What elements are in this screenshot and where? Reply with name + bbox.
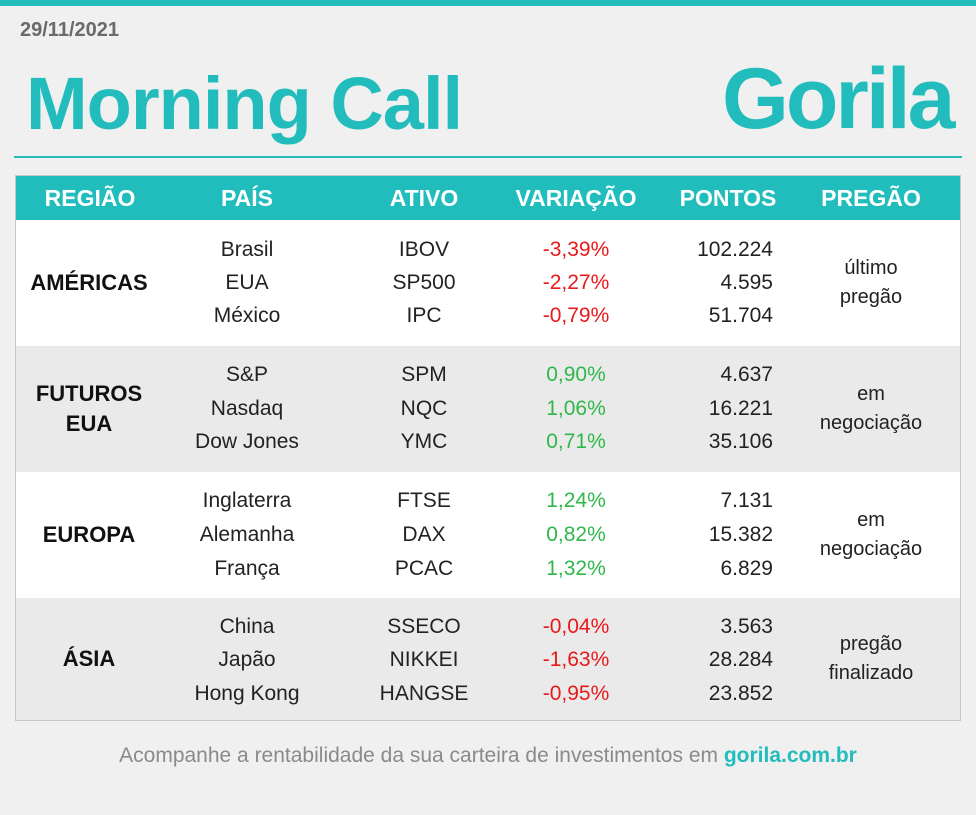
report-date: 29/11/2021 [20,19,119,41]
ativo-cell: NQC [400,397,448,420]
ativo-cell: HANGSE [379,682,469,705]
pregao-status: em negociação [819,509,923,560]
pontos-cell: 16.221 [708,397,773,420]
column-header-ativo: ATIVO [389,185,459,211]
pontos-cell: 4.595 [720,271,773,294]
variacao-cell: 1,32% [546,557,606,580]
footer-link[interactable]: gorila.com.br [723,744,857,767]
region-group-asia: ÁSIA China SSECO -0,04% 3.563 Japão NIKK… [16,598,960,720]
variacao-cell: -0,79% [542,304,610,327]
pais-cell: Hong Kong [194,682,300,705]
region-label: FUTUROS EUA [35,381,143,436]
pregao-status: último pregão [839,257,903,308]
variacao-cell: -1,63% [542,648,610,671]
ativo-cell: DAX [402,523,446,546]
region-group-europa: EUROPA Inglaterra FTSE 1,24% 7.131 Alema… [16,472,960,598]
pontos-cell: 3.563 [720,615,773,638]
pais-cell: EUA [225,271,269,294]
table-header: REGIÃO PAÍS ATIVO VARIAÇÃO PONTOS PREGÃO [16,176,960,220]
header-divider [14,156,962,158]
pontos-cell: 28.284 [708,648,773,671]
pais-cell: Brasil [220,238,274,261]
pais-cell: Alemanha [199,523,295,546]
market-table: REGIÃO PAÍS ATIVO VARIAÇÃO PONTOS PREGÃO… [15,175,961,721]
page-title: Morning Call [26,62,463,145]
ativo-cell: PCAC [394,557,454,580]
ativo-cell: NIKKEI [389,648,459,671]
region-label: ÁSIA [62,646,116,671]
pais-cell: Japão [218,648,276,671]
pontos-cell: 7.131 [720,489,773,512]
column-header-pais: PAÍS [221,185,273,211]
pais-cell: França [214,557,280,580]
pais-cell: Nasdaq [210,397,284,420]
column-header-pontos: PONTOS [679,185,777,211]
ativo-cell: SSECO [387,615,461,638]
gorila-logo: Gorila [722,51,956,147]
pregao-status: em negociação [819,383,923,434]
region-label: AMÉRICAS [30,270,148,295]
pais-cell: S&P [225,363,269,386]
footer-text: Acompanhe a rentabilidade da sua carteir… [119,744,724,767]
pontos-cell: 6.829 [720,557,773,580]
variacao-cell: 1,06% [546,397,606,420]
pontos-cell: 4.637 [720,363,773,386]
region-label: EUROPA [42,522,136,547]
variacao-cell: -0,95% [542,682,610,705]
pontos-cell: 102.224 [697,238,773,261]
column-header-pregao: PREGÃO [821,185,921,211]
variacao-cell: 0,71% [546,430,606,453]
pontos-cell: 15.382 [708,523,773,546]
pais-cell: Inglaterra [202,489,292,512]
ativo-cell: SP500 [392,271,456,294]
ativo-cell: SPM [401,363,447,386]
variacao-cell: 0,90% [546,363,606,386]
variacao-cell: 1,24% [546,489,606,512]
pontos-cell: 23.852 [708,682,773,705]
variacao-cell: -3,39% [542,238,610,261]
top-accent-bar [0,0,976,6]
pais-cell: China [219,615,275,638]
region-group-americas: AMÉRICAS Brasil IBOV -3,39% 102.224 EUA … [16,220,960,346]
footer-note: Acompanhe a rentabilidade da sua carteir… [0,744,976,768]
pontos-cell: 51.704 [708,304,773,327]
ativo-cell: FTSE [397,489,451,512]
ativo-cell: IBOV [398,238,450,261]
pais-cell: Dow Jones [195,430,299,453]
region-group-futuros-eua: FUTUROS EUA S&P SPM 0,90% 4.637 Nasdaq N… [16,346,960,472]
pais-cell: México [213,304,281,327]
column-header-variacao: VARIAÇÃO [515,185,637,211]
variacao-cell: -0,04% [542,615,610,638]
pregao-status: pregão finalizado [828,633,914,684]
variacao-cell: 0,82% [546,523,606,546]
column-header-regiao: REGIÃO [44,185,136,211]
ativo-cell: YMC [400,430,448,453]
pontos-cell: 35.106 [708,430,773,453]
ativo-cell: IPC [406,304,442,327]
variacao-cell: -2,27% [542,271,610,294]
